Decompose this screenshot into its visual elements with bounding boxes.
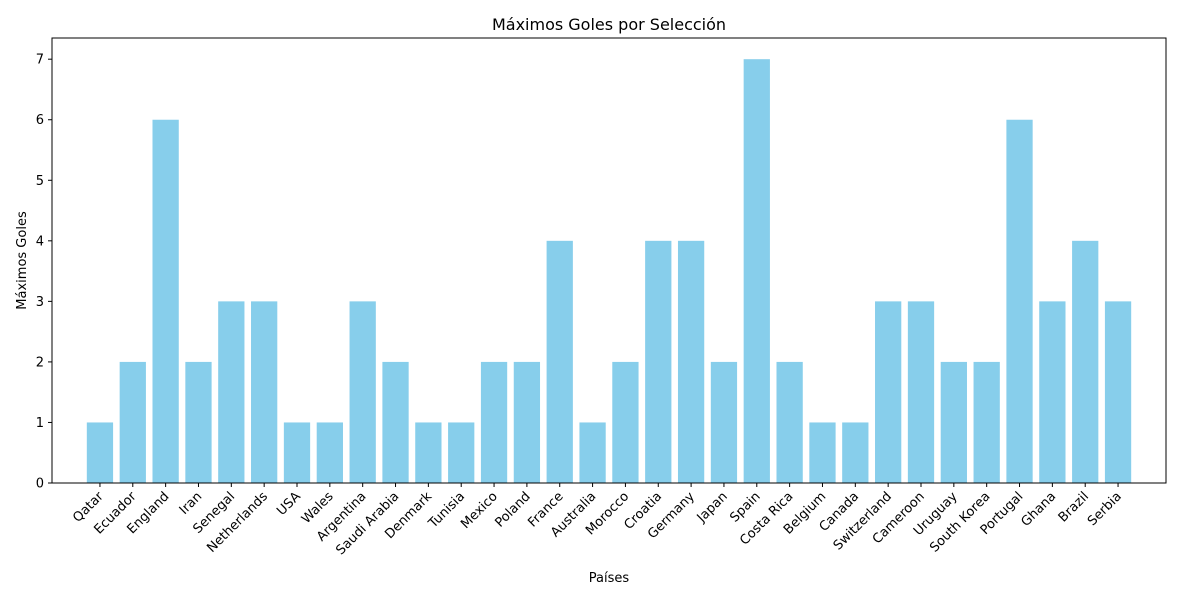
bar-belgium xyxy=(809,422,836,483)
chart-title: Máximos Goles por Selección xyxy=(492,15,726,34)
bar-australia xyxy=(579,422,606,483)
bar-costa-rica xyxy=(776,361,803,483)
bar-usa xyxy=(283,422,311,483)
bar-qatar xyxy=(86,422,114,483)
y-tick-label: 2 xyxy=(36,355,44,370)
y-tick-label: 1 xyxy=(36,416,44,431)
x-tick-label: USA xyxy=(274,489,304,519)
y-tick-label: 0 xyxy=(36,477,44,492)
bar-uruguay xyxy=(940,361,967,483)
bar-england xyxy=(152,119,179,484)
bar-saudi-arabia xyxy=(382,361,409,483)
y-tick-label: 6 xyxy=(36,113,44,128)
x-tick-label: Japan xyxy=(694,489,731,526)
x-tick-label: Poland xyxy=(492,489,533,530)
bar-wales xyxy=(316,422,343,483)
y-axis-ticks: 0 1 2 3 4 5 6 7 xyxy=(36,53,52,492)
bar-tunisia xyxy=(448,422,475,483)
x-axis-title: Países xyxy=(589,571,630,586)
bars-layer xyxy=(86,59,1132,484)
x-tick-label: Serbia xyxy=(1085,489,1125,529)
bar-poland xyxy=(513,361,541,483)
bar-netherlands xyxy=(251,301,278,483)
y-axis-title: Máximos Goles xyxy=(15,211,30,310)
bar-argentina xyxy=(349,301,376,483)
x-tick-label: Ghana xyxy=(1019,489,1060,530)
bar-iran xyxy=(185,361,212,483)
bar-brazil xyxy=(1072,240,1099,483)
bar-spain xyxy=(743,59,770,483)
bar-japan xyxy=(710,361,738,483)
bar-croatia xyxy=(645,240,672,483)
bar-mexico xyxy=(480,361,508,483)
bar-south-korea xyxy=(973,361,1000,483)
x-tick-label: Iran xyxy=(177,489,206,518)
y-tick-label: 3 xyxy=(36,295,44,310)
bar-cameroon xyxy=(907,301,935,483)
bar-canada xyxy=(842,422,869,483)
bar-denmark xyxy=(415,422,442,483)
bar-portugal xyxy=(1006,119,1033,484)
y-tick-label: 5 xyxy=(36,174,44,189)
bar-ecuador xyxy=(119,361,146,483)
bar-ghana xyxy=(1039,301,1066,483)
plot-frame xyxy=(51,37,1167,484)
bar-serbia xyxy=(1104,301,1132,483)
bar-germany xyxy=(677,240,705,483)
bar-senegal xyxy=(218,301,245,483)
bar-switzerland xyxy=(875,301,902,483)
y-tick-label: 7 xyxy=(36,53,44,68)
bar-morocco xyxy=(612,361,639,483)
y-tick-label: 4 xyxy=(36,234,44,249)
x-tick-label: Mexico xyxy=(458,489,501,532)
bar-france xyxy=(546,240,573,483)
